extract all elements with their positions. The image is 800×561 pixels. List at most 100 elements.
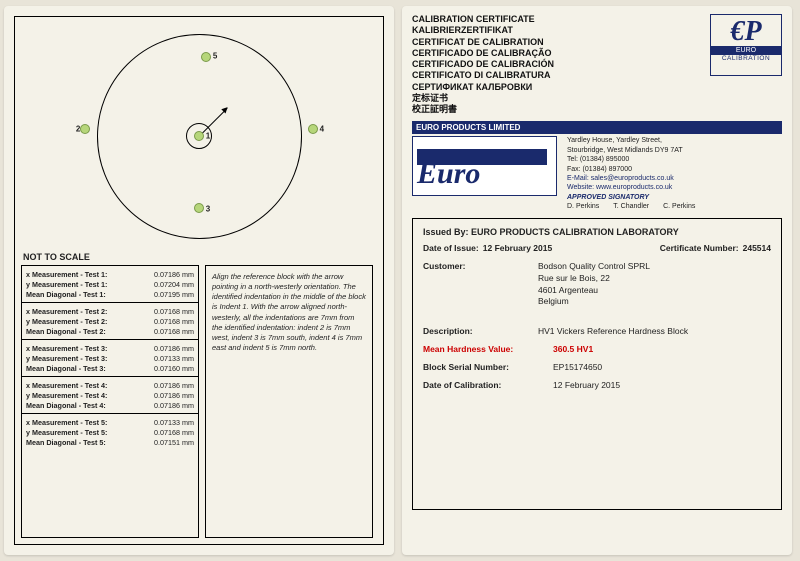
issued-by-value: EURO PRODUCTS CALIBRATION LABORATORY bbox=[471, 227, 679, 237]
measurement-label: x Measurement - Test 2: bbox=[26, 307, 107, 316]
measurement-row: Mean Diagonal - Test 4: 0.07186 mm bbox=[26, 400, 194, 410]
ep-logo: €P EURO CALIBRATION bbox=[710, 14, 782, 76]
serial-label: Block Serial Number: bbox=[423, 362, 553, 372]
customer-line: 4601 Argenteau bbox=[538, 285, 771, 297]
caldate-value: 12 February 2015 bbox=[553, 380, 771, 390]
measurement-value: 0.07168 mm bbox=[154, 428, 194, 437]
measurement-value: 0.07133 mm bbox=[154, 354, 194, 363]
measurement-row: Mean Diagonal - Test 5:0.07151 mm bbox=[26, 437, 194, 447]
cert-title: 定标证书 bbox=[412, 93, 554, 104]
serial-value: EP15174650 bbox=[553, 362, 771, 372]
customer-row: Customer: Bodson Quality Control SPRLRue… bbox=[423, 261, 771, 309]
mean-label: Mean Hardness Value: bbox=[423, 344, 553, 354]
sig-name: T. Chandler bbox=[613, 202, 649, 211]
measurement-label: Mean Diagonal - Test 5: bbox=[26, 438, 106, 447]
test-group: x Measurement - Test 3:0.07186 mmy Measu… bbox=[22, 340, 198, 377]
serial-row: Block Serial Number: EP15174650 bbox=[423, 362, 771, 372]
measurement-label: y Measurement - Test 5: bbox=[26, 428, 107, 437]
tables-row: x Measurement - Test 1:0.07186 mmy Measu… bbox=[21, 265, 377, 538]
measurement-label: y Measurement - Test 3: bbox=[26, 354, 107, 363]
measurement-row: x Measurement - Test 2:0.07168 mm bbox=[26, 306, 194, 316]
date-cert-row: Date of Issue: 12 February 2015 Certifica… bbox=[423, 243, 771, 253]
measurement-value: 0.07186 mm bbox=[154, 401, 194, 410]
mean-value: 360.5 HV1 bbox=[553, 344, 771, 354]
measurement-row: x Measurement - Test 5: 0.07133 mm bbox=[26, 417, 194, 427]
addr-fax: Fax: (01384) 897000 bbox=[567, 165, 782, 174]
left-page: 12345 NOT TO SCALE x Measurement - Test … bbox=[4, 6, 394, 555]
measurement-value: 0.07186 mm bbox=[154, 344, 194, 353]
measurement-label: y Measurement - Test 1: bbox=[26, 280, 107, 289]
measurement-value: 0.07160 mm bbox=[154, 364, 194, 373]
sig-name: C. Perkins bbox=[663, 202, 695, 211]
measurement-label: x Measurement - Test 5: bbox=[26, 418, 107, 427]
measurement-row: Mean Diagonal - Test 1: 0.07195 mm bbox=[26, 289, 194, 299]
customer-block: Bodson Quality Control SPRLRue sur le Bo… bbox=[538, 261, 771, 309]
addr-tel: Tel: (01384) 895000 bbox=[567, 155, 782, 164]
euro-logo-box: Euro bbox=[412, 136, 557, 196]
indent-label: 5 bbox=[213, 51, 217, 60]
customer-label: Customer: bbox=[423, 261, 538, 309]
sig-name: D. Perkins bbox=[567, 202, 599, 211]
measurement-row: y Measurement - Test 1: 0.07204 mm bbox=[26, 279, 194, 289]
cert-title: СЕРТИФИКАТ КАЛБРОВКИ bbox=[412, 82, 554, 93]
indent-label: 2 bbox=[76, 124, 80, 133]
cert-no-label: Certificate Number: bbox=[660, 243, 739, 253]
indent-label: 4 bbox=[320, 124, 324, 133]
measurement-row: y Measurement - Test 2:0.07168 mm bbox=[26, 316, 194, 326]
measurement-row: y Measurement - Test 4: 0.07186 mm bbox=[26, 390, 194, 400]
left-frame: 12345 NOT TO SCALE x Measurement - Test … bbox=[14, 16, 384, 545]
diagram: 12345 bbox=[21, 23, 377, 248]
caldate-row: Date of Calibration: 12 February 2015 bbox=[423, 380, 771, 390]
measurement-value: 0.07186 mm bbox=[154, 381, 194, 390]
cert-title: CERTIFICADO DE CALIBRACIÓN bbox=[412, 59, 554, 70]
measurement-value: 0.07204 mm bbox=[154, 280, 194, 289]
measurements-table: x Measurement - Test 1:0.07186 mmy Measu… bbox=[21, 265, 199, 538]
measurement-value: 0.07186 mm bbox=[154, 391, 194, 400]
measurement-label: Mean Diagonal - Test 2: bbox=[26, 327, 106, 336]
measurement-value: 0.07133 mm bbox=[154, 418, 194, 427]
indent-label: 1 bbox=[206, 131, 210, 140]
indent-point bbox=[80, 124, 90, 134]
ep-logo-sub: CALIBRATION bbox=[711, 55, 781, 62]
caldate-label: Date of Calibration: bbox=[423, 380, 553, 390]
measurement-label: y Measurement - Test 4: bbox=[26, 391, 107, 400]
mean-row: Mean Hardness Value: 360.5 HV1 bbox=[423, 344, 771, 354]
measurement-value: 0.07195 mm bbox=[154, 290, 194, 299]
measurement-value: 0.07168 mm bbox=[154, 317, 194, 326]
title-list: CALIBRATION CERTIFICATEKALIBRIERZERTIFIK… bbox=[412, 14, 554, 115]
measurement-value: 0.07186 mm bbox=[154, 270, 194, 279]
right-page: CALIBRATION CERTIFICATEKALIBRIERZERTIFIK… bbox=[402, 6, 792, 555]
measurement-row: Mean Diagonal - Test 3: 0.07160 mm bbox=[26, 363, 194, 373]
not-to-scale-label: NOT TO SCALE bbox=[23, 252, 377, 262]
measurement-label: Mean Diagonal - Test 1: bbox=[26, 290, 106, 299]
measurement-row: y Measurement - Test 3: 0.07133 mm bbox=[26, 353, 194, 363]
date-issue: 12 February 2015 bbox=[483, 243, 552, 253]
company-row: Euro Yardley House, Yardley Street, Stou… bbox=[412, 136, 782, 212]
measurement-label: x Measurement - Test 4: bbox=[26, 381, 107, 390]
customer-line: Belgium bbox=[538, 296, 771, 308]
ep-monogram: €P bbox=[711, 19, 781, 44]
issued-by-row: Issued By: EURO PRODUCTS CALIBRATION LAB… bbox=[423, 227, 771, 237]
test-group: x Measurement - Test 2:0.07168 mmy Measu… bbox=[22, 303, 198, 340]
measurement-row: x Measurement - Test 1:0.07186 mm bbox=[26, 269, 194, 279]
company-band: EURO PRODUCTS LIMITED bbox=[412, 121, 782, 134]
measurement-label: Mean Diagonal - Test 3: bbox=[26, 364, 106, 373]
measurement-row: Mean Diagonal - Test 2: 0.07168 mm bbox=[26, 326, 194, 336]
measurement-label: Mean Diagonal - Test 4: bbox=[26, 401, 106, 410]
signatories: D. Perkins T. Chandler C. Perkins bbox=[567, 202, 782, 211]
indent-point bbox=[194, 131, 204, 141]
cert-no: 245514 bbox=[743, 243, 771, 253]
measurement-label: x Measurement - Test 3: bbox=[26, 344, 107, 353]
description-label: Description: bbox=[423, 326, 538, 336]
indent-point bbox=[194, 203, 204, 213]
addr-line: Yardley House, Yardley Street, bbox=[567, 136, 782, 145]
cert-title: CERTIFICADO DE CALIBRAÇÃO bbox=[412, 48, 554, 59]
euro-logo-word: Euro bbox=[417, 157, 480, 191]
description-row: Description: HV1 Vickers Reference Hardn… bbox=[423, 326, 771, 336]
indent-point bbox=[201, 52, 211, 62]
date-issue-label: Date of Issue: bbox=[423, 243, 479, 253]
header-row: CALIBRATION CERTIFICATEKALIBRIERZERTIFIK… bbox=[412, 14, 782, 115]
description-value: HV1 Vickers Reference Hardness Block bbox=[538, 326, 771, 336]
measurement-value: 0.07168 mm bbox=[154, 327, 194, 336]
test-group: x Measurement - Test 5: 0.07133 mm y Measu… bbox=[22, 414, 198, 450]
